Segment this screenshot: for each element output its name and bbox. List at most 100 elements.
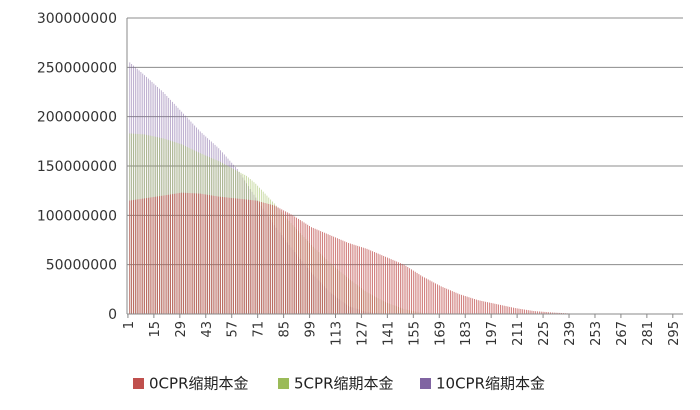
bar — [288, 213, 290, 314]
bar — [501, 305, 503, 314]
bar — [351, 244, 353, 314]
x-tick-label: 71 — [252, 321, 267, 338]
y-tick-label: 150000000 — [37, 159, 117, 175]
bar — [514, 308, 516, 314]
bar — [299, 220, 301, 314]
bar — [168, 194, 170, 314]
x-tick-label: 169 — [433, 321, 448, 346]
series-0-bars — [129, 192, 588, 314]
bar — [437, 284, 438, 314]
bar — [212, 195, 214, 314]
bar — [550, 312, 551, 314]
bar — [392, 259, 394, 314]
bar — [249, 199, 251, 314]
bar — [368, 249, 370, 314]
bar — [177, 193, 179, 314]
y-tick-label: 300000000 — [37, 11, 117, 27]
bar — [459, 294, 461, 314]
bar — [409, 268, 411, 314]
x-tick-label: 239 — [563, 321, 578, 346]
bar — [407, 267, 409, 314]
bar — [472, 298, 474, 314]
bar — [196, 193, 197, 314]
bar — [179, 192, 181, 314]
bar — [336, 238, 338, 314]
bar — [309, 225, 310, 314]
bar — [298, 218, 299, 314]
bar — [448, 289, 449, 314]
bar — [461, 294, 462, 314]
bar — [290, 214, 292, 314]
bar — [535, 311, 537, 314]
x-tick-label: 15 — [148, 321, 163, 338]
bar — [344, 241, 346, 314]
x-tick-label: 253 — [589, 321, 604, 346]
bar — [444, 287, 446, 314]
x-tick-label: 57 — [226, 321, 241, 338]
bar — [401, 263, 403, 314]
x-tick-labels: 1 15 29 43 57 71 85 99 113 127 141 155 169 183 197 211 2… — [122, 314, 682, 346]
bar — [479, 300, 481, 314]
bar — [209, 195, 210, 314]
x-tick-label: 1 — [122, 321, 137, 329]
bar — [533, 311, 535, 314]
bar — [173, 193, 175, 314]
bar — [220, 196, 222, 314]
legend-swatch-0 — [133, 378, 144, 389]
bar — [431, 281, 433, 314]
bar — [329, 235, 331, 314]
bar — [492, 303, 494, 314]
bar — [464, 296, 466, 314]
bar — [197, 193, 199, 314]
bar — [149, 197, 151, 314]
axes — [126, 18, 683, 315]
bar — [488, 302, 490, 314]
y-tick-label: 50000000 — [46, 258, 117, 274]
bar — [396, 261, 398, 314]
bar — [296, 217, 297, 314]
bar — [246, 199, 247, 314]
x-tick-label: 141 — [381, 321, 396, 346]
bar — [247, 199, 249, 314]
bar — [171, 194, 173, 314]
bar — [338, 239, 340, 314]
bar — [199, 193, 201, 314]
bar — [181, 192, 183, 314]
bar — [275, 206, 277, 314]
y-tick-label: 0 — [108, 307, 117, 323]
bar — [551, 312, 553, 314]
bar — [435, 283, 436, 314]
bar — [542, 311, 544, 314]
bar — [186, 192, 188, 314]
bar — [481, 300, 483, 314]
bar — [420, 275, 422, 314]
bar — [416, 272, 418, 314]
bar — [422, 276, 424, 314]
bar — [399, 263, 401, 314]
bar — [183, 192, 184, 314]
bar — [548, 312, 550, 314]
legend-label-0: 0CPR缩期本金 — [149, 375, 249, 393]
bar — [429, 280, 431, 314]
bar — [412, 270, 414, 314]
bar — [160, 195, 162, 314]
y-tick-label: 100000000 — [37, 208, 117, 224]
bar — [133, 199, 134, 314]
bar — [307, 224, 309, 314]
bar — [537, 311, 538, 314]
bar — [457, 293, 459, 314]
bar — [375, 252, 377, 314]
bar — [310, 227, 312, 314]
bar — [475, 299, 477, 314]
bar — [440, 286, 442, 314]
bar — [557, 312, 559, 314]
bar — [511, 307, 512, 314]
bar — [259, 201, 260, 314]
bar — [485, 301, 487, 314]
bar — [140, 198, 142, 314]
bar — [322, 231, 323, 314]
bar — [466, 296, 468, 314]
bar — [214, 195, 216, 314]
bar — [513, 307, 514, 314]
